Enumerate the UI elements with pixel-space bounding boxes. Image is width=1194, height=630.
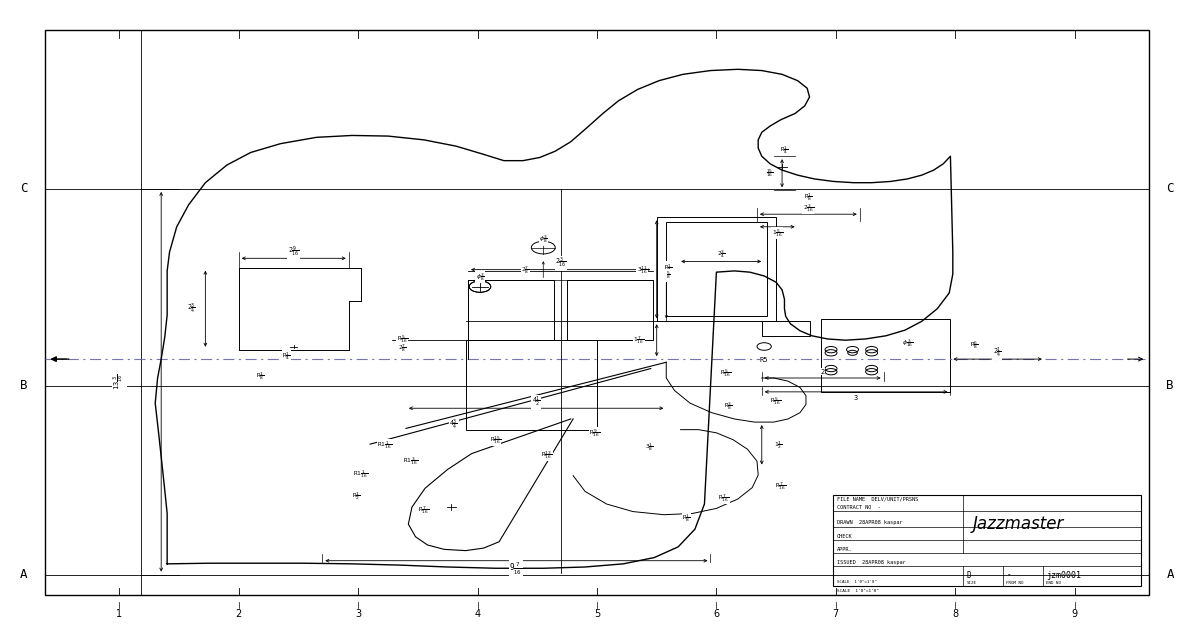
Text: R$\frac{1}{4}$: R$\frac{1}{4}$ (780, 144, 789, 156)
Text: $\phi\frac{3}{8}$: $\phi\frac{3}{8}$ (475, 272, 485, 283)
Text: 1$\frac{1}{2}$: 1$\frac{1}{2}$ (774, 439, 783, 450)
Text: R1$\frac{1}{16}$: R1$\frac{1}{16}$ (377, 440, 392, 451)
Bar (45, 30, 1149, 595)
Text: R1$\frac{1}{16}$: R1$\frac{1}{16}$ (353, 468, 368, 479)
Text: SIZE: SIZE (966, 581, 977, 585)
Text: B: B (20, 379, 27, 392)
Text: A: A (20, 568, 27, 581)
Text: R$\frac{9}{16}$: R$\frac{9}{16}$ (589, 428, 601, 439)
Text: CHECK: CHECK (837, 534, 853, 539)
Text: R$\frac{7}{16}$: R$\frac{7}{16}$ (418, 505, 430, 516)
Text: 2$\frac{9}{16}$: 2$\frac{9}{16}$ (288, 245, 300, 259)
Text: 1$\frac{5}{16}$: 1$\frac{5}{16}$ (771, 227, 783, 239)
Text: 2$\frac{1}{4}$: 2$\frac{1}{4}$ (992, 346, 1002, 360)
Text: 1: 1 (116, 609, 123, 619)
Text: 13$\frac{3}{16}$: 13$\frac{3}{16}$ (112, 374, 127, 390)
Text: ISSUED  28APR08 kaspar: ISSUED 28APR08 kaspar (837, 559, 906, 564)
Text: Jazzmaster: Jazzmaster (972, 515, 1064, 533)
Bar (762, 321, 810, 336)
Bar (466, 340, 597, 430)
Text: R$\frac{1}{8}$: R$\frac{1}{8}$ (682, 512, 691, 524)
Text: 2$\frac{7}{8}$: 2$\frac{7}{8}$ (521, 264, 530, 275)
Text: 8: 8 (952, 609, 959, 619)
Text: 3: 3 (355, 609, 362, 619)
Text: R$\frac{13}{16}$: R$\frac{13}{16}$ (541, 449, 553, 461)
Text: R$\frac{7}{16}$: R$\frac{7}{16}$ (775, 481, 787, 492)
Text: FROM NO: FROM NO (1007, 581, 1024, 585)
Text: SCALE  1'0"=1'0": SCALE 1'0"=1'0" (837, 580, 878, 584)
Text: R$\frac{15}{16}$: R$\frac{15}{16}$ (490, 434, 501, 445)
Text: 2$\frac{7}{8}$: 2$\frac{7}{8}$ (398, 343, 407, 354)
Text: R$\frac{1}{4}$: R$\frac{1}{4}$ (282, 350, 291, 362)
Text: APPR.: APPR. (837, 547, 853, 552)
Text: 7: 7 (832, 609, 839, 619)
Text: 9$\frac{7}{16}$: 9$\frac{7}{16}$ (509, 561, 523, 577)
Text: DRAWN  28APR08 kaspar: DRAWN 28APR08 kaspar (837, 520, 903, 525)
Bar (468, 280, 554, 340)
Text: R$\frac{7}{16}$: R$\frac{7}{16}$ (718, 492, 730, 503)
Text: R$\frac{1}{2}$: R$\frac{1}{2}$ (351, 491, 361, 502)
Bar (821, 319, 950, 392)
Text: 6: 6 (713, 609, 720, 619)
Bar (657, 217, 776, 321)
Text: 3$\frac{11}{16}$: 3$\frac{11}{16}$ (636, 264, 648, 275)
Text: 2$\frac{3}{16}$: 2$\frac{3}{16}$ (555, 256, 567, 270)
Text: $\frac{5}{8}$: $\frac{5}{8}$ (666, 270, 671, 281)
Text: $\phi\frac{3}{16}$: $\phi\frac{3}{16}$ (901, 338, 913, 349)
Text: $\frac{15}{16}$: $\frac{15}{16}$ (767, 168, 774, 179)
Text: -: - (1007, 571, 1011, 580)
Text: C: C (1167, 183, 1174, 195)
Text: D: D (966, 571, 971, 580)
Text: CONTRACT NO  -: CONTRACT NO - (837, 505, 881, 510)
Text: R$\frac{6}{8}$: R$\frac{6}{8}$ (970, 339, 979, 350)
Text: R$\frac{1}{4}$: R$\frac{1}{4}$ (664, 262, 673, 273)
Text: 5: 5 (593, 609, 601, 619)
Text: R$\frac{3}{8}$: R$\frac{3}{8}$ (724, 401, 733, 412)
Text: 2$\frac{3}{4}$: 2$\frac{3}{4}$ (186, 302, 196, 316)
Text: R$\frac{1}{8}$: R$\frac{1}{8}$ (256, 370, 265, 382)
Text: R5: R5 (759, 357, 769, 364)
Text: R$\frac{5}{16}$: R$\frac{5}{16}$ (396, 333, 408, 345)
Text: 3: 3 (854, 395, 858, 401)
Bar (833, 495, 1141, 586)
Text: B: B (1167, 379, 1174, 392)
Text: FILE NAME  DELV/UNIT/PRSNS: FILE NAME DELV/UNIT/PRSNS (837, 496, 918, 501)
Text: 2: 2 (820, 369, 825, 375)
Text: SCALE  1'0"=1'0": SCALE 1'0"=1'0" (837, 590, 879, 593)
Text: R$\frac{1}{8}$: R$\frac{1}{8}$ (804, 191, 813, 202)
Text: 2$\frac{3}{4}$: 2$\frac{3}{4}$ (716, 249, 726, 260)
Text: $\phi\frac{3}{8}$: $\phi\frac{3}{8}$ (538, 234, 548, 245)
Text: R$\frac{5}{16}$: R$\frac{5}{16}$ (770, 396, 782, 407)
Text: END NO: END NO (1046, 581, 1061, 585)
Text: 9: 9 (1071, 609, 1078, 619)
Bar (666, 222, 767, 316)
Text: 3$\frac{1}{8}$: 3$\frac{1}{8}$ (645, 442, 654, 453)
Text: 2$\frac{3}{16}$: 2$\frac{3}{16}$ (802, 202, 814, 214)
Text: 1$\frac{7}{16}$: 1$\frac{7}{16}$ (633, 335, 645, 346)
Text: 4$\frac{1}{2}$: 4$\frac{1}{2}$ (531, 395, 541, 409)
Bar (567, 280, 653, 340)
Text: 2: 2 (235, 609, 242, 619)
Text: A: A (1167, 568, 1174, 581)
Text: C: C (20, 183, 27, 195)
Text: R$\frac{5}{16}$: R$\frac{5}{16}$ (720, 367, 732, 379)
Text: jzm0001: jzm0001 (1046, 571, 1082, 580)
Text: R1$\frac{3}{16}$: R1$\frac{3}{16}$ (404, 455, 418, 467)
Text: 4: 4 (474, 609, 481, 619)
Text: 4$\frac{3}{4}$: 4$\frac{3}{4}$ (449, 418, 458, 432)
